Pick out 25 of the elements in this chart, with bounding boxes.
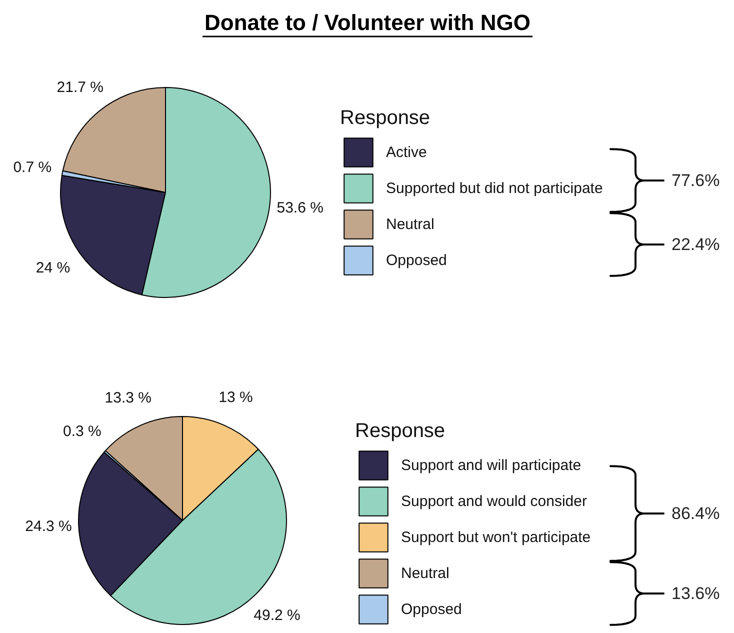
legend-label: Support and would consider: [401, 492, 587, 512]
legend-label: Neutral: [386, 214, 434, 234]
data-label: 53.6 %: [276, 199, 324, 216]
text: 77.6%: [672, 171, 720, 190]
data-label: 0.3 %: [63, 422, 102, 440]
legend-label: Opposed: [386, 250, 447, 270]
legend-title: Response: [355, 420, 446, 443]
data-label: 24.3 %: [25, 518, 72, 536]
data-label: 49.2 %: [254, 607, 300, 624]
text: 22.4%: [672, 235, 720, 254]
legend-label: Active: [386, 142, 427, 162]
data-label: 21.7 %: [56, 78, 104, 96]
chart-title: Donate to / Volunteer with NGO: [204, 10, 530, 35]
text: 13.6%: [672, 584, 720, 603]
data-label: 13 %: [218, 388, 253, 406]
data-label: 24 %: [36, 259, 70, 276]
legend-label: Supported but did not participate: [386, 178, 603, 198]
legend-title: Response: [340, 107, 432, 130]
text: 86.4%: [672, 504, 720, 523]
legend-label: Support but won't participate: [401, 528, 591, 548]
data-label: 13.3 %: [104, 389, 152, 406]
legend-label: Support and will participate: [401, 456, 582, 476]
data-label: 0.7 %: [13, 159, 52, 176]
legend-label: Neutral: [401, 564, 450, 584]
legend-label: Opposed: [401, 600, 462, 620]
